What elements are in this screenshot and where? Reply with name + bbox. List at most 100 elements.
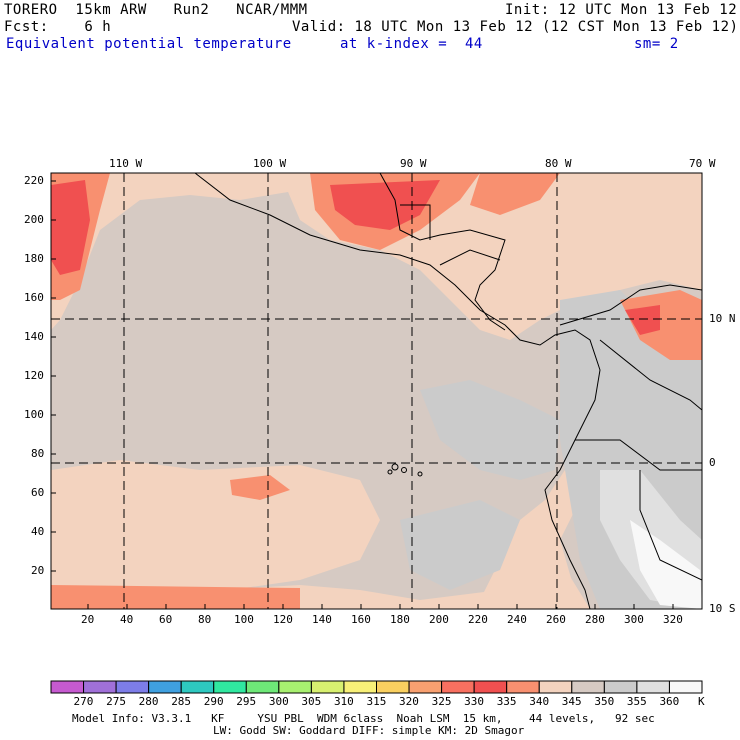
lat-label-0: 0 [709,456,716,469]
colorbar-label: 280 [138,695,159,708]
forecast-hour: Fcst: 6 h [4,19,112,35]
colorbar-label: 290 [203,695,224,708]
x-tick: 140 [312,613,332,626]
x-tick: 200 [429,613,449,626]
colorbar-label: 300 [268,695,289,708]
colorbar-swatch [115,680,150,694]
colorbar-label: 295 [236,695,257,708]
salmon-colombia [620,290,702,360]
colorbar-label: 360 [659,695,680,708]
colorbar-label: 335 [496,695,517,708]
colorbar-swatch [278,680,312,694]
x-tick: 80 [198,613,212,626]
coastlines [194,173,702,609]
salmon-gulf [470,173,560,215]
valid-time: Valid: 18 UTC Mon 13 Feb 12 (12 CST Mon … [292,19,739,35]
lon-label-70w: 70 W [689,157,716,170]
colorbar-label: 325 [431,695,452,708]
colorbar-swatch [50,680,85,694]
colorbar-swatch [506,680,540,694]
y-tick: 80 [31,447,45,460]
colorbar-swatch [538,680,573,694]
colorbar-swatch [473,680,508,694]
lat-label-10s: 10 S [709,602,736,615]
red-colombia [625,305,660,335]
guatemala-border [400,204,431,240]
white-high [630,520,702,609]
colorbar-swatch [571,680,605,694]
field-name: Equivalent potential temperature [6,36,292,52]
colorbar-swatch [213,680,247,694]
lon-label-100w: 100 W [253,157,287,170]
colorbar-swatch [441,680,475,694]
salmon-patch [230,475,290,500]
x-tick: 320 [663,613,683,626]
colorbar-label: 305 [301,695,322,708]
x-tick: 260 [546,613,566,626]
colorbar-unit: K [698,695,705,708]
y-tick: 160 [24,291,44,304]
colorbar-swatch [603,680,638,694]
colorbar-label: 355 [626,695,647,708]
graticule [51,173,702,609]
colombia-border [599,339,702,411]
colorbar-swatch [310,680,345,694]
colorbar-swatch [148,680,182,694]
colorbar-label: 270 [73,695,94,708]
y-tick: 60 [31,486,45,499]
colorbar-label: 350 [594,695,615,708]
map-frame [50,172,703,610]
ecuador-border [575,439,702,471]
x-tick: 120 [273,613,293,626]
galapagos-2 [401,467,407,473]
y-tick: 140 [24,330,44,343]
grey-south [400,500,520,590]
colorbar-swatch [343,680,378,694]
colorbar-label: 345 [561,695,582,708]
galapagos-1 [391,463,399,471]
colorbar-swatch [376,680,410,694]
central-america-caribbean [379,173,506,331]
smoothing-label: sm= 2 [634,36,679,52]
model-info: Model Info: V3.3.1 KF YSU PBL WDM 6class… [72,712,655,725]
red-nw [51,180,90,275]
colorbar [50,680,703,694]
x-tick: 280 [585,613,605,626]
galapagos-3 [387,469,393,475]
colorbar-label: 330 [464,695,485,708]
physics-info: LW: Godd SW: Goddard DIFF: simple KM: 2D… [213,724,525,737]
peach-north-west [51,173,330,330]
theta-e-field [51,173,702,609]
lon-label-110w: 110 W [109,157,143,170]
colorbar-swatch [180,680,215,694]
x-tick: 40 [120,613,134,626]
caribbean-south-america [559,284,702,326]
y-tick: 120 [24,369,44,382]
y-tick: 40 [31,525,45,538]
x-tick: 240 [507,613,527,626]
colorbar-label: 320 [399,695,419,708]
colorbar-label: 285 [171,695,192,708]
honduras-border [439,249,501,266]
x-tick: 300 [624,613,644,626]
model-title: TORERO 15km ARW Run2 NCAR/MMM [4,2,308,18]
x-tick: 20 [81,613,95,626]
y-tick: 100 [24,408,44,421]
colorbar-swatch [668,680,703,694]
lat-label-10n: 10 N [709,312,736,325]
colorbar-swatch [83,680,117,694]
colorbar-swatch [408,680,443,694]
galapagos-4 [417,471,423,477]
y-tick: 220 [24,174,44,187]
peru-border [639,470,702,581]
colorbar-label: 315 [366,695,387,708]
x-tick: 180 [390,613,410,626]
x-tick: 60 [159,613,173,626]
colorbar-swatch [245,680,280,694]
level-label: at k-index = 44 [340,36,483,52]
lon-label-80w: 80 W [545,157,572,170]
init-time: Init: 12 UTC Mon 13 Feb 12 [505,2,738,18]
salmon-south-edge [51,585,300,609]
x-tick: 220 [468,613,488,626]
